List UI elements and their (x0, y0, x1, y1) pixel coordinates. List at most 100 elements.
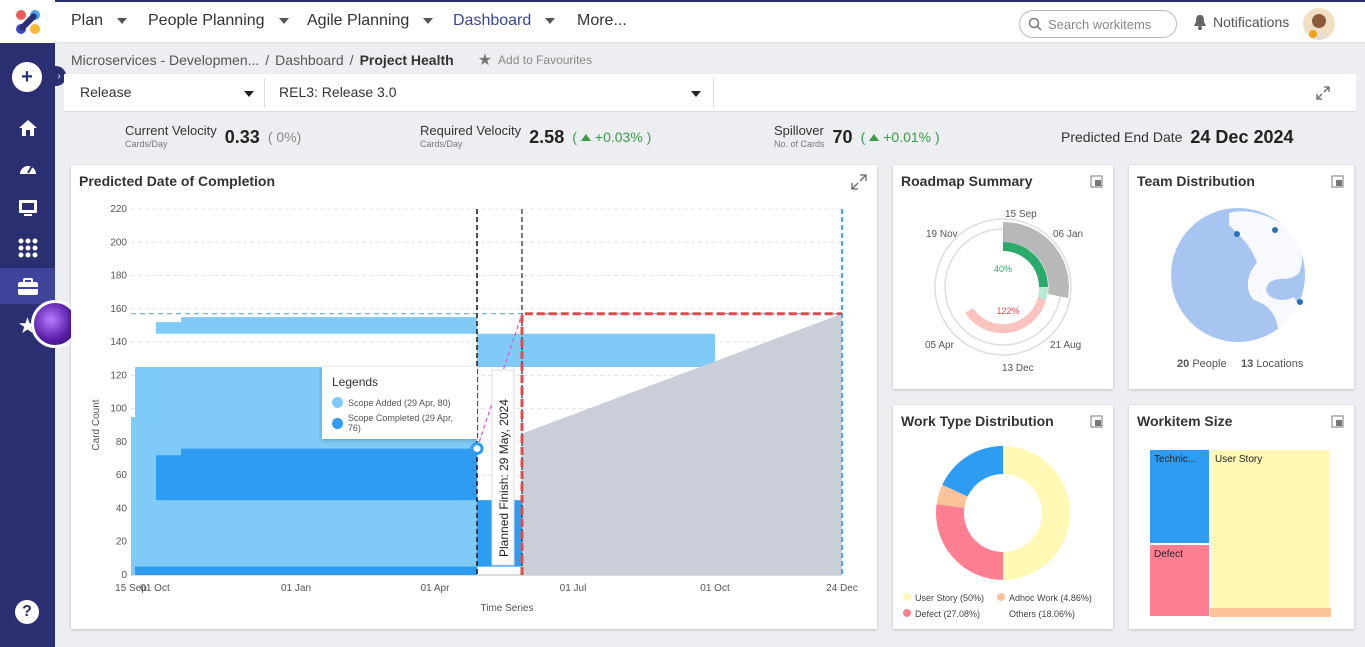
y-tick-label: 220 (110, 204, 127, 215)
bell-icon (1194, 15, 1206, 30)
team-people-count: 20 People (1177, 358, 1227, 370)
star-icon: ★ (477, 52, 493, 69)
y-tick-label: 20 (116, 537, 128, 548)
treemap-user-story[interactable]: User Story (1210, 449, 1331, 609)
chevron-down-icon (545, 18, 556, 24)
donut-slice-others[interactable] (942, 446, 1003, 497)
expand-icon[interactable] (1316, 86, 1330, 100)
y-tick-label: 120 (110, 370, 127, 381)
svg-text:21 Aug: 21 Aug (1050, 340, 1081, 351)
team-location-count: 13 Locations (1241, 358, 1304, 370)
nav-people-planning[interactable]: People Planning (148, 12, 289, 30)
work-type-legend: User Story (50%) Defect (27.08%) (903, 590, 984, 622)
donut-slice-defect[interactable] (936, 504, 1003, 580)
work-type-donut[interactable] (893, 405, 1113, 629)
team-distribution-card: Team Distribution 20 People 13 Locations (1129, 165, 1354, 389)
create-icon[interactable]: + (12, 62, 42, 92)
y-tick-label: 200 (110, 237, 127, 248)
card-title: Predicted Date of Completion (79, 173, 276, 189)
work-type-card: Work Type Distribution User Story (50%) … (893, 405, 1113, 629)
breadcrumb-dashboard[interactable]: Dashboard (275, 52, 344, 68)
monitor-icon[interactable] (14, 194, 41, 221)
filter-type-select[interactable]: Release (80, 84, 132, 100)
add-to-favourites-button[interactable]: ★ Add to Favourites (477, 52, 593, 69)
popout-icon[interactable] (1331, 175, 1344, 188)
x-tick-label: 01 Jan (281, 583, 311, 594)
svg-text:122%: 122% (996, 306, 1019, 316)
svg-text:40%: 40% (994, 264, 1012, 274)
scope-added-area (131, 313, 715, 575)
popout-icon[interactable] (1331, 415, 1344, 428)
predicted-end-date: Predicted End Date 24 Dec 2024 (1061, 127, 1294, 147)
hover-marker[interactable] (470, 442, 484, 456)
x-tick-label: 15 Sep (115, 583, 147, 594)
y-tick-label: 100 (110, 404, 127, 415)
x-axis-label: Time Series (481, 603, 534, 614)
svg-text:05 Apr: 05 Apr (925, 340, 955, 351)
x-tick-label: 24 Dec (826, 583, 858, 594)
chevron-down-icon[interactable] (691, 91, 701, 97)
chevron-down-icon[interactable] (244, 91, 254, 97)
nav-dashboard[interactable]: Dashboard (453, 12, 556, 30)
svg-text:15 Sep: 15 Sep (1005, 209, 1037, 220)
legend-scope-completed[interactable]: Scope Completed (29 Apr, 76) (332, 413, 467, 433)
sidebar: + ★ ? (0, 0, 79, 647)
nav-more[interactable]: More... (577, 12, 627, 29)
nav-plan[interactable]: Plan (71, 12, 128, 30)
predicted-line (520, 312, 842, 575)
breadcrumb-project[interactable]: Microservices - Developmen... (71, 52, 260, 68)
completion-chart-card: Predicted Date of Completion 0 20 40 60 80 10… (71, 165, 877, 629)
chevron-down-icon (278, 18, 289, 24)
y-tick-label: 140 (110, 337, 127, 348)
x-tick-label: 01 Oct (700, 583, 730, 594)
chevron-down-icon (117, 18, 128, 24)
gauge-icon[interactable] (14, 154, 41, 181)
top-nav: Plan People Planning Agile Planning Dash… (55, 0, 1365, 43)
svg-text:06 Jan: 06 Jan (1053, 229, 1083, 240)
x-tick-label: 01 Apr (421, 583, 451, 594)
y-tick-label: 60 (116, 470, 128, 481)
apps-grid-icon[interactable] (14, 234, 41, 261)
expand-icon[interactable] (851, 174, 867, 190)
popout-icon[interactable] (1090, 175, 1103, 188)
help-icon[interactable]: ? (15, 600, 39, 624)
chart-legend: Legends Scope Added (29 Apr, 80) Scope C… (322, 367, 477, 439)
release-select[interactable]: REL3: Release 3.0 (279, 84, 397, 100)
spillover: Spillover No. of Cards 70 (+0.01% ) (774, 123, 940, 150)
y-tick-label: 180 (110, 271, 127, 282)
planned-finish-label-box (491, 369, 515, 566)
projection-area (522, 313, 842, 575)
search-input[interactable]: Search workitems (1019, 10, 1177, 38)
legend-scope-added[interactable]: Scope Added (29 Apr, 80) (332, 397, 467, 408)
popout-icon[interactable] (1090, 415, 1103, 428)
treemap-defect[interactable]: Defect (1149, 544, 1210, 617)
home-icon[interactable] (14, 114, 41, 141)
chevron-down-icon (423, 18, 434, 24)
treemap-adhoc[interactable] (1210, 608, 1331, 617)
nav-agile-planning[interactable]: Agile Planning (307, 12, 434, 30)
app-logo[interactable] (0, 0, 55, 43)
user-avatar[interactable] (1303, 8, 1335, 40)
x-tick-label: 01 Oct (140, 583, 170, 594)
notifications-button[interactable]: Notifications (1193, 14, 1289, 30)
filter-bar: Release REL3: Release 3.0 (64, 74, 1356, 112)
y-tick-label: 160 (110, 304, 127, 315)
workitem-size-card: Workitem Size Technic... User Story Defe… (1129, 405, 1354, 629)
dashboard-briefcase-icon[interactable] (14, 273, 41, 300)
donut-slice-adhoc-work[interactable] (936, 484, 968, 508)
world-map[interactable] (1129, 165, 1354, 389)
svg-text:19 Nov: 19 Nov (926, 229, 958, 240)
sidebar-expand-icon[interactable]: › (52, 66, 66, 86)
treemap-technical[interactable]: Technic... (1149, 449, 1210, 544)
logo-icon (15, 9, 40, 34)
donut-slice-user-story[interactable] (1003, 446, 1070, 580)
current-velocity: Current Velocity Cards/Day 0.33 ( 0%) (125, 123, 302, 150)
arrow-up-icon (869, 133, 880, 141)
x-tick-label: 01 Jul (560, 583, 587, 594)
y-tick-label: 0 (121, 570, 127, 581)
roadmap-chart[interactable]: 40% 122% 15 Sep 06 Jan 21 Aug 13 Dec 05 … (893, 165, 1113, 389)
required-velocity: Required Velocity Cards/Day 2.58 (+0.03% … (420, 123, 652, 150)
roadmap-summary-card: Roadmap Summary 40% 122% 15 Sep 06 Jan 2… (893, 165, 1113, 389)
arrow-up-icon (580, 133, 591, 141)
